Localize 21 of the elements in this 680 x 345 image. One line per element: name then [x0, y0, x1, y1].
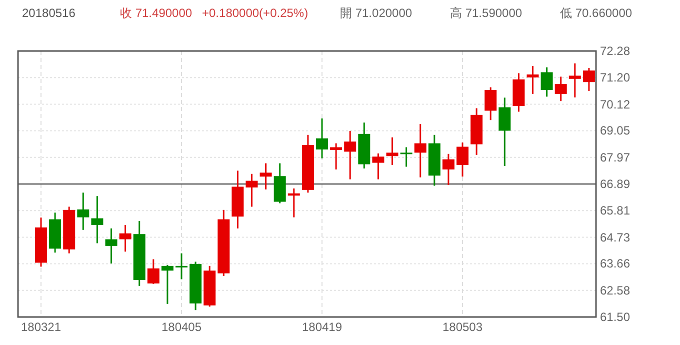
y-tick-label: 70.12: [600, 97, 630, 112]
y-tick-label: 65.81: [600, 204, 630, 218]
text: 高 71.590000: [450, 6, 522, 20]
y-tick-label: 62.58: [600, 283, 630, 298]
x-tick-label: 180321: [20, 320, 62, 334]
x-tick-label: 180503: [442, 320, 483, 334]
y-tick-label: 64.73: [600, 230, 630, 244]
text: 開 71.020000: [340, 6, 412, 20]
y-tick-label: 67.97: [600, 150, 630, 164]
y-tick-label: 61.50: [600, 310, 630, 324]
text: 收 71.490000: [120, 6, 192, 20]
y-tick-label: 72.28: [600, 44, 630, 58]
text: 低 70.660000: [560, 6, 632, 20]
y-tick-label: 66.89: [600, 177, 630, 191]
x-tick-label: 180405: [161, 320, 202, 334]
text: +0.180000(+0.25%): [202, 6, 308, 20]
x-tick-label: 180419: [302, 320, 342, 334]
chart-title: 20180516: [22, 6, 76, 20]
y-tick-label: 63.66: [600, 256, 630, 271]
y-tick-label: 69.05: [600, 124, 630, 138]
y-tick-label: 71.20: [600, 70, 630, 85]
